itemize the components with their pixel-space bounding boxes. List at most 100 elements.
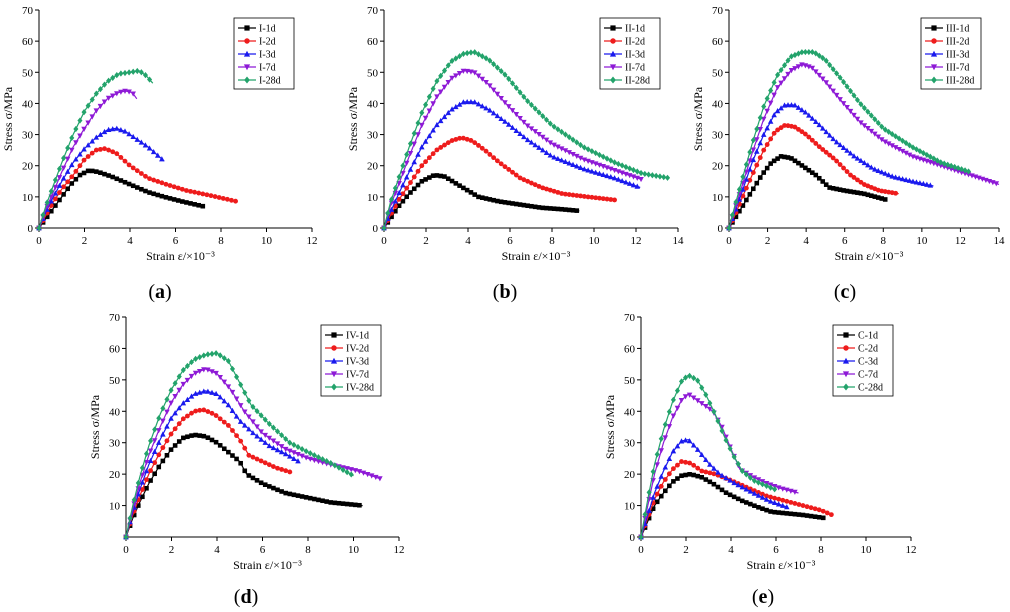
data-point: [820, 147, 826, 152]
data-point: [426, 132, 433, 139]
data-point: [505, 121, 512, 127]
data-point: [201, 367, 207, 373]
data-point: [94, 169, 99, 174]
data-point: [879, 123, 885, 130]
data-point: [910, 178, 916, 184]
data-point: [913, 179, 920, 185]
data-point: [407, 140, 413, 147]
data-point: [826, 84, 833, 90]
data-point: [476, 194, 481, 200]
data-point: [747, 158, 753, 164]
data-point: [824, 510, 830, 516]
x-tick-label: 2: [423, 235, 429, 247]
data-point: [775, 501, 782, 507]
data-point: [201, 388, 207, 394]
data-point: [525, 178, 531, 184]
data-point: [216, 195, 222, 200]
data-point: [547, 120, 553, 127]
data-point: [756, 489, 761, 495]
data-point: [830, 88, 836, 94]
data-point: [774, 85, 781, 91]
data-point: [392, 198, 399, 204]
data-point: [808, 505, 814, 511]
data-point: [130, 183, 136, 189]
data-point: [536, 205, 542, 210]
data-point: [844, 188, 850, 194]
data-point: [662, 477, 668, 482]
data-point: [803, 165, 808, 171]
data-point: [574, 139, 580, 146]
data-point: [899, 148, 906, 155]
data-point: [752, 503, 757, 509]
data-point: [483, 105, 489, 111]
data-point: [662, 435, 669, 441]
data-point: [97, 85, 103, 93]
legend-marker: [330, 357, 338, 364]
data-point: [776, 496, 782, 502]
data-point: [159, 156, 165, 162]
data-point: [847, 87, 854, 95]
data-point: [604, 172, 610, 179]
data-point: [796, 160, 801, 166]
x-tick-label: 2: [82, 235, 88, 247]
data-point: [642, 511, 648, 518]
data-point: [114, 176, 120, 182]
data-point: [768, 161, 773, 166]
data-point: [551, 188, 557, 194]
data-point: [130, 91, 136, 97]
data-point: [889, 130, 895, 138]
data-point: [608, 157, 614, 164]
data-point: [110, 174, 116, 180]
data-point: [357, 502, 362, 508]
data-point: [490, 87, 497, 93]
x-tick-label: 14: [994, 235, 1006, 247]
data-point: [491, 197, 496, 203]
y-tick-label: 70: [367, 5, 379, 17]
data-point: [134, 67, 140, 75]
data-point: [498, 68, 504, 75]
data-point: [324, 499, 329, 504]
data-point: [160, 445, 166, 451]
legend-marker: [930, 50, 938, 57]
data-point: [532, 129, 538, 135]
legend-entry: IV-1d: [346, 331, 369, 342]
data-point: [250, 429, 256, 436]
data-point: [756, 505, 761, 510]
data-point: [570, 136, 576, 143]
series-I-1d: [36, 168, 206, 231]
data-point: [574, 193, 580, 198]
data-point: [578, 141, 584, 149]
data-point: [882, 170, 888, 176]
data-point: [193, 432, 198, 438]
data-point: [833, 92, 840, 99]
series-II-28d: [381, 49, 671, 232]
series-IV-28d: [123, 350, 354, 541]
data-point: [703, 391, 709, 398]
data-point: [686, 438, 693, 444]
panel-caption-letter: c: [841, 281, 850, 303]
data-point: [952, 163, 958, 171]
data-point: [303, 448, 309, 455]
data-point: [517, 115, 523, 122]
data-point: [430, 127, 436, 133]
data-point: [143, 188, 148, 194]
data-point: [275, 465, 280, 471]
x-tick-label: 0: [36, 235, 42, 247]
y-tick-label: 30: [624, 438, 636, 450]
legend-marker: [609, 64, 617, 71]
data-point: [102, 171, 107, 177]
data-point: [751, 477, 757, 484]
data-point: [788, 488, 794, 494]
data-point: [715, 469, 721, 475]
data-point: [528, 139, 535, 145]
data-point: [419, 109, 425, 116]
data-point: [118, 178, 124, 183]
data-point: [819, 76, 826, 82]
data-point: [509, 108, 516, 114]
data-point: [597, 195, 602, 201]
y-tick-label: 60: [22, 36, 34, 48]
x-tick-label: 12: [955, 235, 966, 247]
data-point: [411, 141, 417, 147]
data-point: [674, 443, 681, 449]
data-point: [885, 141, 892, 147]
